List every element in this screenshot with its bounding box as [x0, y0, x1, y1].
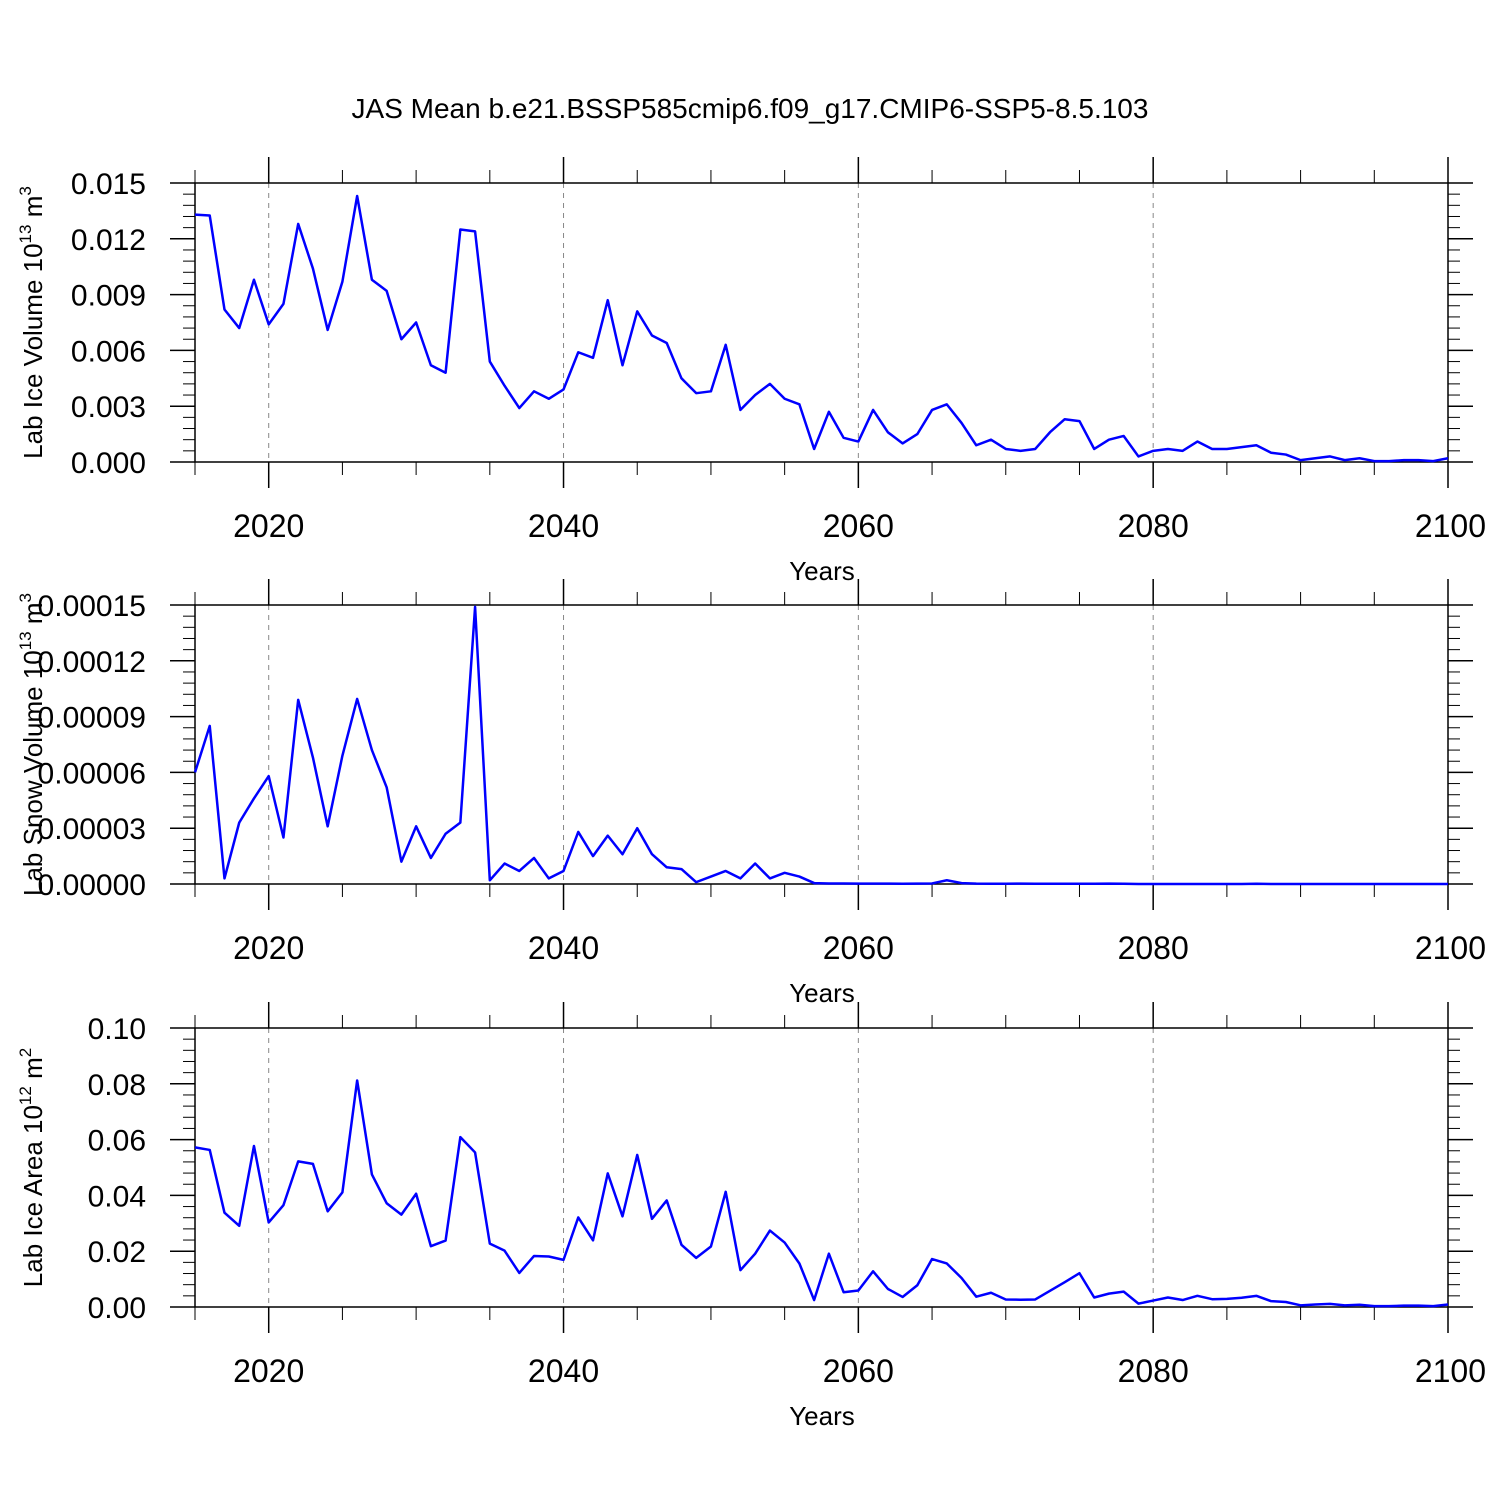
y-tick-label: 0.06 — [88, 1125, 146, 1158]
y-axis-label-exponent: 13 — [16, 225, 35, 244]
series-line — [194, 1079, 1449, 1308]
panels: 2020 2040 2060 2080 21000.0000.0030.0060.009… — [16, 157, 1486, 1431]
y-axis-label: Lab Ice Area 1012 m2 — [16, 1048, 48, 1287]
y-tick-label: 0.009 — [71, 280, 146, 313]
y-axis-label-text: Lab Snow Volume 10 — [18, 650, 48, 896]
x-tick-label: 2020 — [233, 930, 304, 966]
x-tick-label: 2100 — [1415, 1353, 1486, 1389]
y-tick-label: 0.00009 — [38, 702, 146, 735]
y-tick-label: 0.10 — [88, 1013, 146, 1046]
y-tick-label: 0.000 — [71, 447, 146, 480]
y-axis-label-exponent: 12 — [16, 1086, 35, 1105]
x-tick-label: 2080 — [1118, 930, 1189, 966]
y-axis-label-unit: m — [18, 196, 48, 225]
y-tick-label: 0.00006 — [38, 757, 146, 790]
y-axis-label-text: Lab Ice Volume 10 — [18, 243, 48, 458]
x-tick-label: 2060 — [823, 1353, 894, 1389]
y-tick-label: 0.015 — [71, 168, 146, 201]
plot-frame — [194, 182, 1449, 463]
y-axis-label-unit: m — [18, 602, 48, 631]
x-tick-label: 2080 — [1118, 1353, 1189, 1389]
x-axis-label: Years — [789, 556, 855, 586]
y-tick-label: 0.00015 — [38, 590, 146, 623]
plot-frame — [194, 1027, 1449, 1308]
y-tick-label: 0.006 — [71, 335, 146, 368]
x-tick-label: 2100 — [1415, 508, 1486, 544]
figure-title: JAS Mean b.e21.BSSP585cmip6.f09_g17.CMIP… — [352, 93, 1149, 124]
y-tick-label: 0.00012 — [38, 646, 146, 679]
panel-3: 2020 2040 2060 2080 2100 0.00 0.02 0.04 0.06 0.08… — [16, 1002, 1486, 1431]
y-axis-label-unit: m — [18, 1057, 48, 1086]
y-tick-label: 0.08 — [88, 1069, 146, 1102]
x-axis-label: Years — [789, 1401, 855, 1431]
y-tick-label: 0.00003 — [38, 813, 146, 846]
y-tick-label: 0.00000 — [38, 869, 146, 902]
y-tick-label: 0.04 — [88, 1180, 146, 1213]
panel-2: 2020 2040 2060 2080 2100 0.00000 0.00003 0.0000… — [16, 579, 1486, 1008]
y-axis-label-unit-exponent: 2 — [16, 1048, 35, 1057]
x-tick-label: 2060 — [823, 508, 894, 544]
y-tick-label: 0.02 — [88, 1236, 146, 1269]
plot-frame — [194, 604, 1449, 885]
y-tick-label: 0.012 — [71, 224, 146, 257]
y-tick-label: 0.00 — [88, 1292, 146, 1325]
x-tick-label: 2020 — [233, 1353, 304, 1389]
x-tick-label: 2040 — [528, 508, 599, 544]
series-line — [194, 194, 1449, 463]
x-tick-label: 2060 — [823, 930, 894, 966]
y-axis-label: Lab Snow Volume 1013 m3 — [16, 593, 48, 896]
x-tick-label: 2080 — [1118, 508, 1189, 544]
panel-1: 2020 2040 2060 2080 2100 0.000 0.003 0.006 0.009… — [16, 157, 1486, 586]
y-axis-label-unit-exponent: 3 — [16, 593, 35, 602]
y-tick-label: 0.003 — [71, 391, 146, 424]
x-tick-label: 2040 — [528, 1353, 599, 1389]
series-line — [193, 605, 1448, 886]
y-axis-label-exponent: 13 — [16, 631, 35, 650]
x-axis-label: Years — [789, 978, 855, 1008]
x-tick-label: 2100 — [1415, 930, 1486, 966]
x-tick-label: 2020 — [233, 508, 304, 544]
y-axis-label: Lab Ice Volume 1013 m3 — [16, 186, 48, 459]
y-axis-label-text: Lab Ice Area 10 — [18, 1105, 48, 1287]
y-axis-label-unit-exponent: 3 — [16, 186, 35, 195]
x-tick-label: 2040 — [528, 930, 599, 966]
